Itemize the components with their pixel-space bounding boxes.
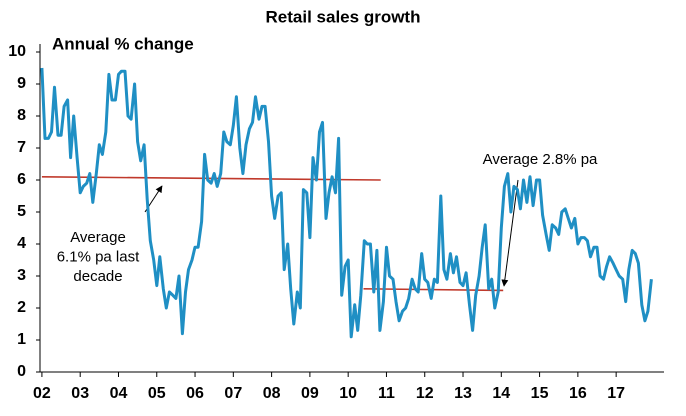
y-tick-label: 10 <box>8 43 26 60</box>
x-tick-label: 10 <box>339 385 357 402</box>
x-tick-label: 17 <box>607 385 625 402</box>
x-tick-label: 06 <box>186 385 204 402</box>
annotation: Average <box>70 229 126 246</box>
y-tick-label: 8 <box>17 107 26 124</box>
annotation: Average 2.8% pa <box>483 151 598 168</box>
x-tick-label: 04 <box>110 385 128 402</box>
y-tick-label: 2 <box>17 299 26 316</box>
x-tick-label: 13 <box>454 385 472 402</box>
annotation: 6.1% pa last <box>57 248 140 265</box>
y-tick-label: 1 <box>17 331 26 348</box>
annotation: decade <box>73 268 122 285</box>
x-tick-label: 07 <box>224 385 242 402</box>
data-line <box>40 67 653 339</box>
y-tick-label: 5 <box>17 203 26 220</box>
chart-title: Retail sales growth <box>266 7 421 26</box>
x-tick-label: 15 <box>531 385 549 402</box>
y-tick-label: 7 <box>17 139 26 156</box>
x-tick-label: 16 <box>569 385 587 402</box>
annotation-arrow <box>501 179 519 287</box>
x-tick-label: 08 <box>263 385 281 402</box>
y-tick-label: 3 <box>17 267 26 284</box>
x-tick-label: 14 <box>492 385 510 402</box>
x-tick-label: 12 <box>416 385 434 402</box>
x-tick-label: 02 <box>33 385 51 402</box>
y-tick-label: 9 <box>17 75 26 92</box>
x-tick-label: 11 <box>378 385 395 402</box>
y-tick-label: 4 <box>17 235 26 252</box>
x-tick-label: 09 <box>301 385 319 402</box>
y-axis-label: Annual % change <box>52 34 194 53</box>
y-tick-label: 6 <box>17 171 26 188</box>
y-tick-label: 0 <box>17 363 26 380</box>
x-tick-label: 05 <box>148 385 166 402</box>
x-tick-label: 03 <box>71 385 89 402</box>
